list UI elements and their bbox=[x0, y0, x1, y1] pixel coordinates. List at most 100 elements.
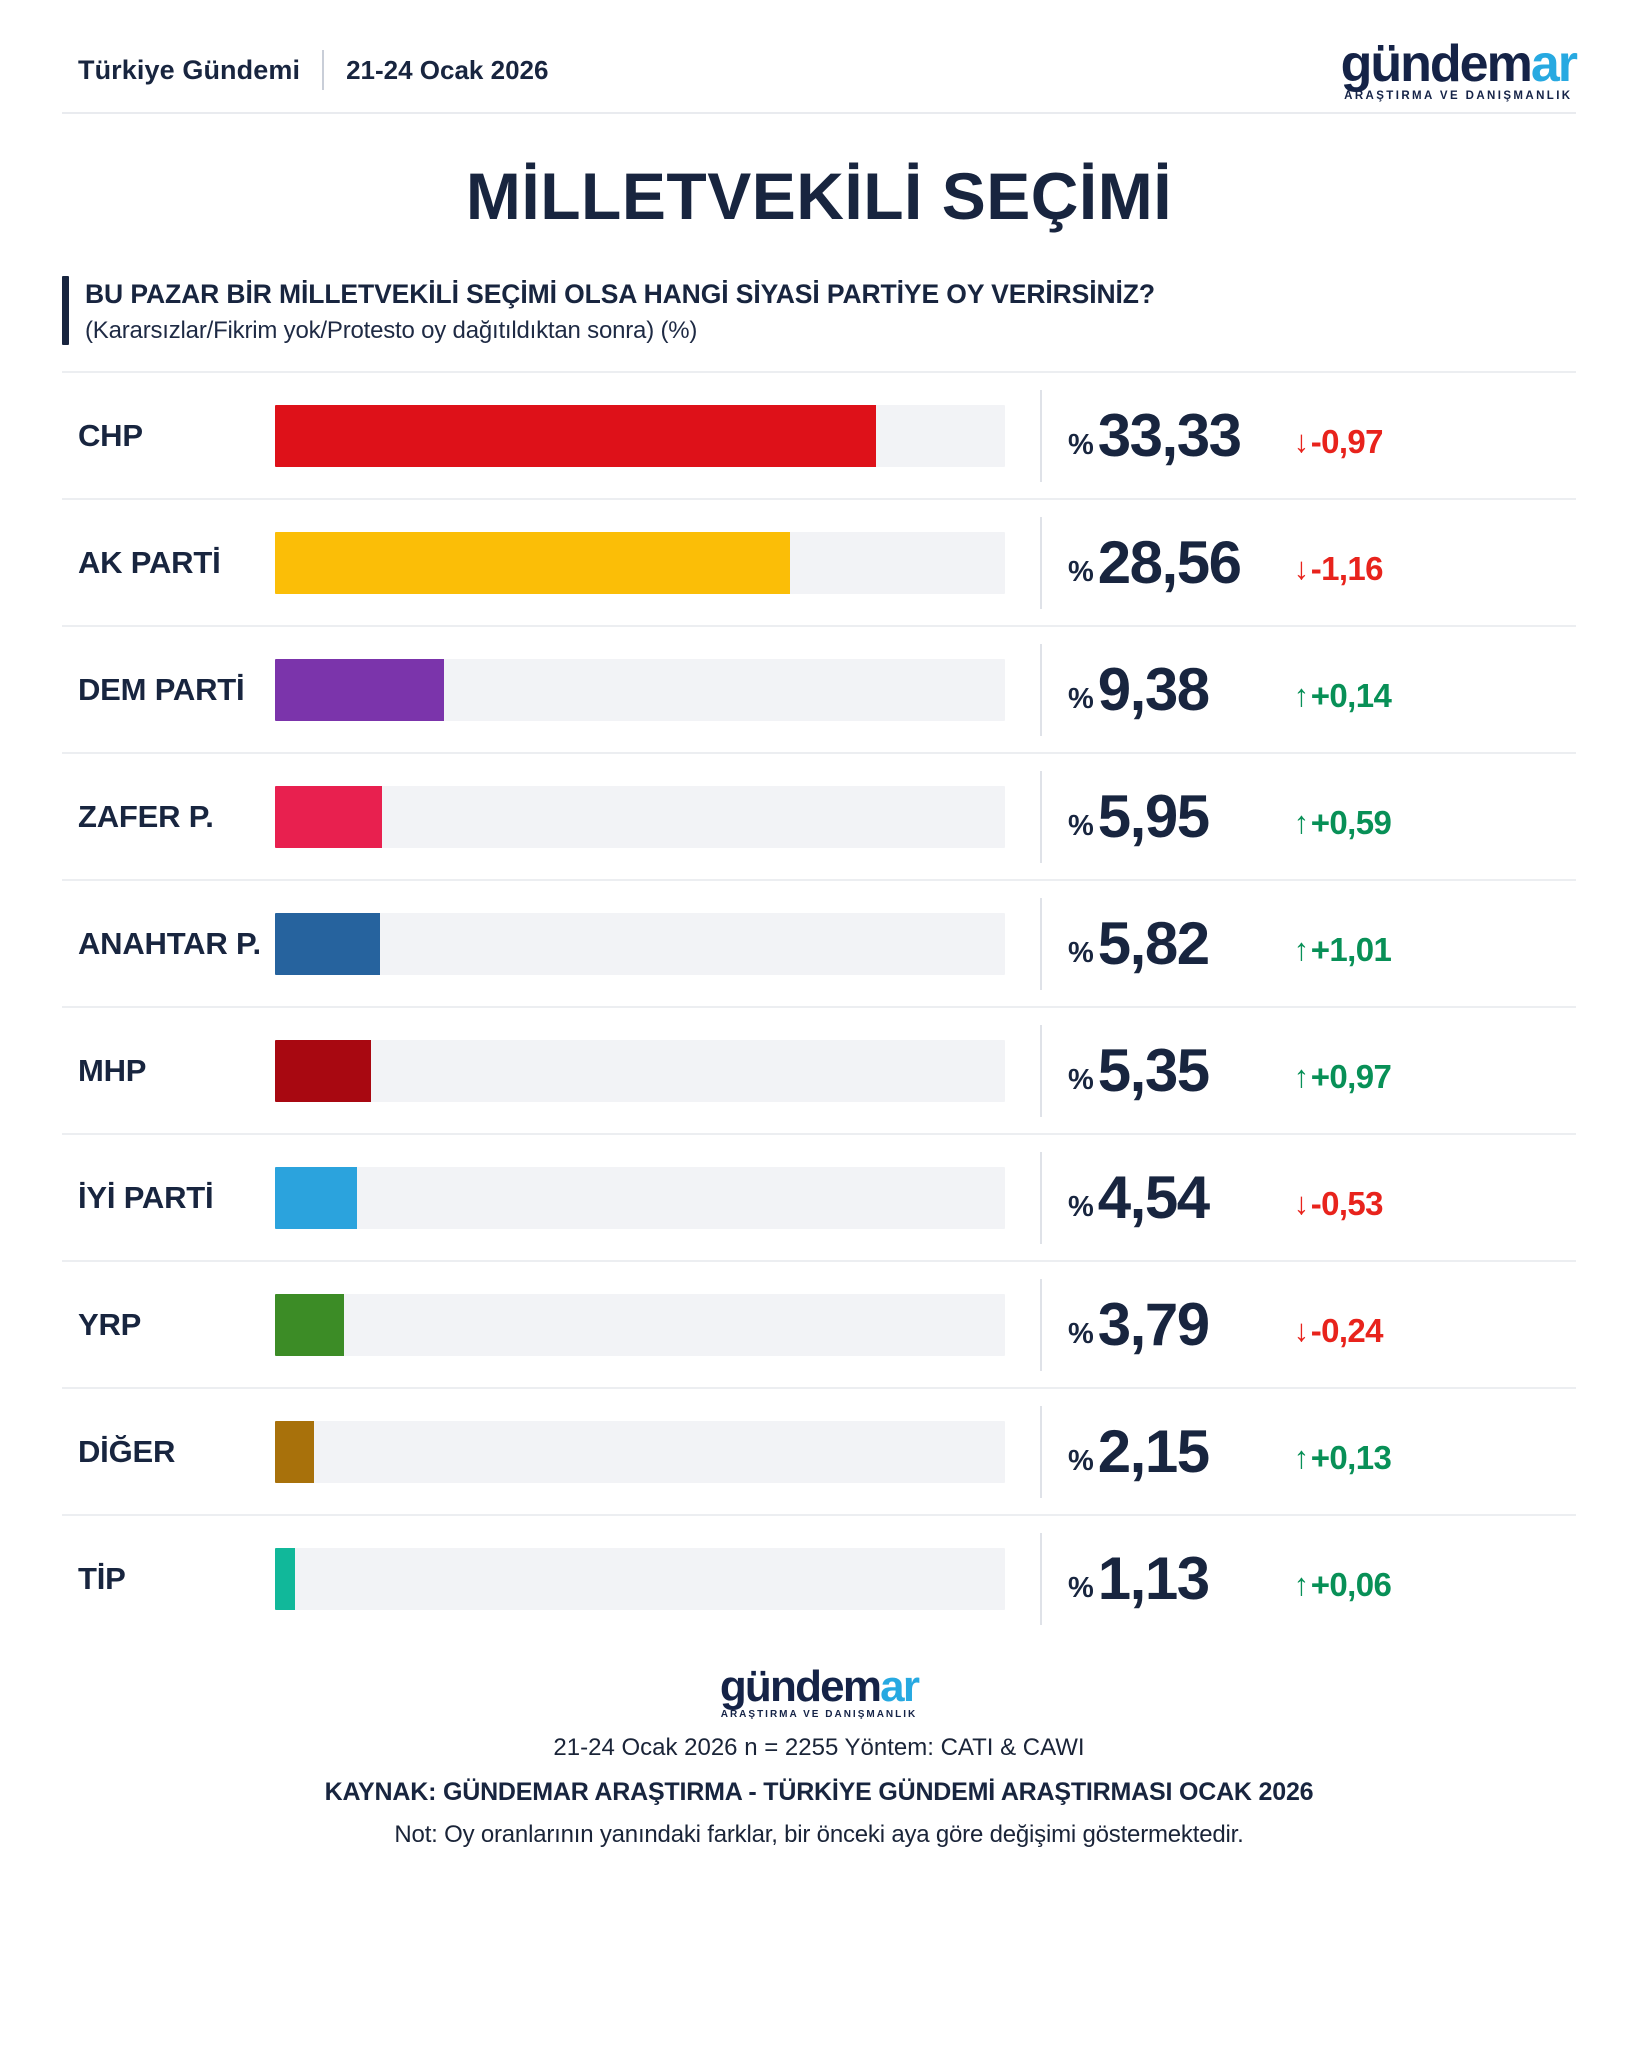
page-footer: gündemar ARAŞTIRMA VE DANIŞMANLIK 21-24 … bbox=[0, 1665, 1638, 1849]
bar-fill bbox=[275, 1547, 296, 1610]
column-divider bbox=[1040, 1151, 1042, 1244]
value-cell: % 1,13 ↑ +0,06 bbox=[1042, 1544, 1576, 1613]
header-date: 21-24 Ocak 2026 bbox=[346, 54, 549, 85]
arrow-up-icon: ↑ bbox=[1293, 1440, 1310, 1476]
question-accent-bar bbox=[62, 276, 69, 346]
bar-track bbox=[275, 1547, 1005, 1610]
vote-percentage-value: 28,56 bbox=[1097, 529, 1242, 597]
column-divider bbox=[1040, 643, 1042, 736]
arrow-down-icon: ↓ bbox=[1293, 424, 1310, 460]
percent-symbol: % bbox=[1068, 1445, 1094, 1478]
change-badge: ↑ +0,59 bbox=[1294, 804, 1392, 842]
party-name-label: İYİ PARTİ bbox=[78, 1179, 214, 1215]
vote-percentage-value: 5,95 bbox=[1097, 783, 1210, 851]
value-cell: % 33,33 ↓ -0,97 bbox=[1042, 401, 1576, 470]
column-divider bbox=[1040, 897, 1042, 990]
vote-percentage-value: 3,79 bbox=[1097, 1291, 1210, 1359]
bar-cell bbox=[275, 1039, 1020, 1102]
change-badge: ↑ +1,01 bbox=[1294, 931, 1392, 969]
column-divider bbox=[1040, 389, 1042, 482]
footer-logo-tagline: ARAŞTIRMA VE DANIŞMANLIK bbox=[720, 1709, 918, 1721]
table-row: ZAFER P.% 5,95 ↑ +0,59 bbox=[62, 752, 1576, 879]
arrow-down-icon: ↓ bbox=[1293, 551, 1310, 587]
vote-percentage-value: 9,38 bbox=[1097, 656, 1210, 724]
bar-cell bbox=[275, 1420, 1020, 1483]
arrow-up-icon: ↑ bbox=[1293, 1059, 1310, 1095]
party-name-label: DEM PARTİ bbox=[78, 671, 245, 707]
bar-track bbox=[275, 1293, 1005, 1356]
header-title: Türkiye Gündemi bbox=[78, 54, 301, 85]
party-results-list: CHP% 33,33 ↓ -0,97 AK PARTİ% 28,56 ↓ -1,16 DEM P… bbox=[0, 371, 1638, 1641]
table-row: YRP% 3,79 ↓ -0,24 bbox=[62, 1260, 1576, 1387]
bar-fill bbox=[275, 1039, 372, 1102]
party-name-label: ANAHTAR P. bbox=[78, 925, 261, 961]
percent-symbol: % bbox=[1068, 1572, 1094, 1605]
percent-symbol: % bbox=[1068, 556, 1094, 589]
percent-symbol: % bbox=[1068, 429, 1094, 462]
bar-track bbox=[275, 912, 1005, 975]
table-row: AK PARTİ% 28,56 ↓ -1,16 bbox=[62, 498, 1576, 625]
logo-accent-text: ar bbox=[1530, 34, 1578, 93]
party-name-label: TİP bbox=[78, 1560, 126, 1596]
header-left-group: Türkiye Gündemi 21-24 Ocak 2026 bbox=[78, 50, 548, 90]
value-cell: % 9,38 ↑ +0,14 bbox=[1042, 655, 1576, 724]
column-divider bbox=[1040, 1024, 1042, 1117]
question-block: BU PAZAR BİR MİLLETVEKİLİ SEÇİMİ OLSA HA… bbox=[0, 276, 1638, 346]
percent-symbol: % bbox=[1068, 810, 1094, 843]
bar-fill bbox=[275, 531, 790, 594]
page-header: Türkiye Gündemi 21-24 Ocak 2026 gündemar… bbox=[0, 0, 1638, 112]
percent-symbol: % bbox=[1068, 937, 1094, 970]
bar-cell bbox=[275, 785, 1020, 848]
bar-cell bbox=[275, 1166, 1020, 1229]
footer-logo-main-text: gündem bbox=[719, 1662, 882, 1712]
party-name-label: YRP bbox=[78, 1306, 142, 1342]
bar-cell bbox=[275, 531, 1020, 594]
value-cell: % 4,54 ↓ -0,53 bbox=[1042, 1163, 1576, 1232]
logo-tagline: ARAŞTIRMA VE DANIŞMANLIK bbox=[1344, 89, 1573, 102]
arrow-down-icon: ↓ bbox=[1293, 1313, 1310, 1349]
column-divider bbox=[1040, 1405, 1042, 1498]
value-cell: % 28,56 ↓ -1,16 bbox=[1042, 528, 1576, 597]
change-value: -1,16 bbox=[1310, 549, 1384, 587]
bar-track bbox=[275, 1166, 1005, 1229]
footer-logo-wordmark: gündemar bbox=[719, 1662, 920, 1712]
table-row: DEM PARTİ% 9,38 ↑ +0,14 bbox=[62, 625, 1576, 752]
bar-cell bbox=[275, 404, 1020, 467]
bar-fill bbox=[275, 1293, 344, 1356]
vote-percentage-value: 2,15 bbox=[1097, 1418, 1210, 1486]
bar-cell bbox=[275, 912, 1020, 975]
vote-percentage-value: 4,54 bbox=[1097, 1164, 1210, 1232]
question-heading: BU PAZAR BİR MİLLETVEKİLİ SEÇİMİ OLSA HA… bbox=[85, 279, 1155, 309]
percent-symbol: % bbox=[1068, 1191, 1094, 1224]
arrow-up-icon: ↑ bbox=[1293, 1567, 1310, 1603]
value-cell: % 2,15 ↑ +0,13 bbox=[1042, 1417, 1576, 1486]
arrow-up-icon: ↑ bbox=[1293, 678, 1310, 714]
vote-percentage-value: 5,82 bbox=[1097, 910, 1210, 978]
arrow-down-icon: ↓ bbox=[1293, 1186, 1310, 1222]
party-name-label: AK PARTİ bbox=[78, 544, 221, 580]
percent-symbol: % bbox=[1068, 1064, 1094, 1097]
change-badge: ↓ -1,16 bbox=[1293, 549, 1384, 588]
bar-track bbox=[275, 531, 1005, 594]
change-badge: ↓ -0,24 bbox=[1293, 1311, 1384, 1350]
bar-cell bbox=[275, 1293, 1020, 1356]
party-name-label: DİĞER bbox=[78, 1433, 176, 1469]
change-badge: ↑ +0,13 bbox=[1293, 1439, 1392, 1477]
vote-percentage-value: 33,33 bbox=[1097, 402, 1242, 470]
bar-track bbox=[275, 785, 1005, 848]
change-value: -0,53 bbox=[1310, 1184, 1384, 1222]
column-divider bbox=[1040, 1278, 1042, 1371]
party-name-label: ZAFER P. bbox=[78, 798, 214, 834]
footer-note: Not: Oy oranlarının yanındaki farklar, b… bbox=[394, 1821, 1244, 1849]
table-row: TİP % 1,13 ↑ +0,06 bbox=[62, 1514, 1576, 1641]
logo-wordmark: gündemar bbox=[1341, 34, 1578, 93]
bar-cell bbox=[275, 1547, 1020, 1610]
bar-track bbox=[275, 1420, 1005, 1483]
percent-symbol: % bbox=[1068, 1318, 1094, 1351]
bar-fill bbox=[275, 912, 381, 975]
table-row: MHP% 5,35 ↑ +0,97 bbox=[62, 1006, 1576, 1133]
column-divider bbox=[1040, 770, 1042, 863]
bar-fill bbox=[275, 1420, 314, 1483]
change-value: -0,24 bbox=[1310, 1311, 1384, 1349]
